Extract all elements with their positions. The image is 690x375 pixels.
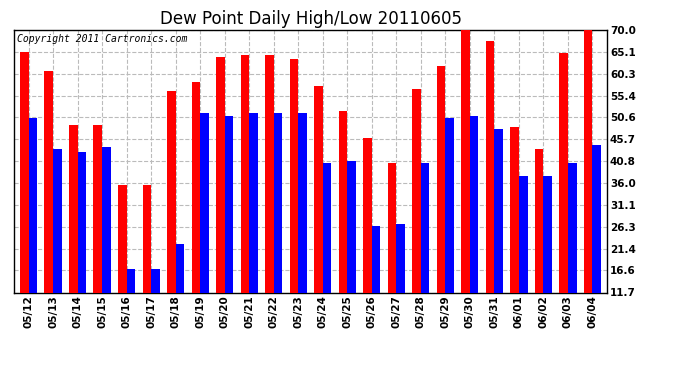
Bar (118, 185, 126, 292)
Bar (495, 129, 503, 292)
Bar (126, 268, 135, 292)
Title: Dew Point Daily High/Low 20110605: Dew Point Daily High/Low 20110605 (159, 10, 462, 28)
Bar (347, 160, 356, 292)
Bar (437, 66, 445, 292)
Bar (200, 113, 209, 292)
Bar (192, 82, 200, 292)
Bar (445, 118, 454, 292)
Bar (102, 147, 110, 292)
Bar (274, 113, 282, 292)
Bar (519, 176, 528, 292)
Bar (462, 30, 470, 292)
Bar (560, 53, 568, 292)
Bar (53, 149, 61, 292)
Bar (167, 91, 176, 292)
Bar (249, 113, 258, 292)
Bar (470, 116, 478, 292)
Bar (265, 55, 274, 292)
Bar (544, 176, 552, 292)
Bar (216, 57, 225, 292)
Bar (93, 124, 102, 292)
Bar (151, 268, 159, 292)
Bar (323, 163, 331, 292)
Bar (20, 52, 28, 292)
Bar (298, 113, 307, 292)
Bar (28, 118, 37, 292)
Text: Copyright 2011 Cartronics.com: Copyright 2011 Cartronics.com (17, 34, 187, 44)
Bar (290, 59, 298, 292)
Bar (44, 70, 53, 292)
Bar (568, 163, 577, 292)
Bar (372, 226, 380, 292)
Bar (143, 185, 151, 292)
Bar (412, 88, 421, 292)
Bar (241, 55, 249, 292)
Bar (486, 41, 495, 292)
Bar (584, 30, 593, 292)
Bar (388, 163, 396, 292)
Bar (69, 124, 77, 292)
Bar (77, 152, 86, 292)
Bar (421, 163, 429, 292)
Bar (176, 244, 184, 292)
Bar (511, 127, 519, 292)
Bar (225, 116, 233, 292)
Bar (339, 111, 347, 292)
Bar (593, 145, 601, 292)
Bar (396, 224, 405, 292)
Bar (363, 138, 372, 292)
Bar (535, 149, 544, 292)
Bar (314, 86, 323, 292)
